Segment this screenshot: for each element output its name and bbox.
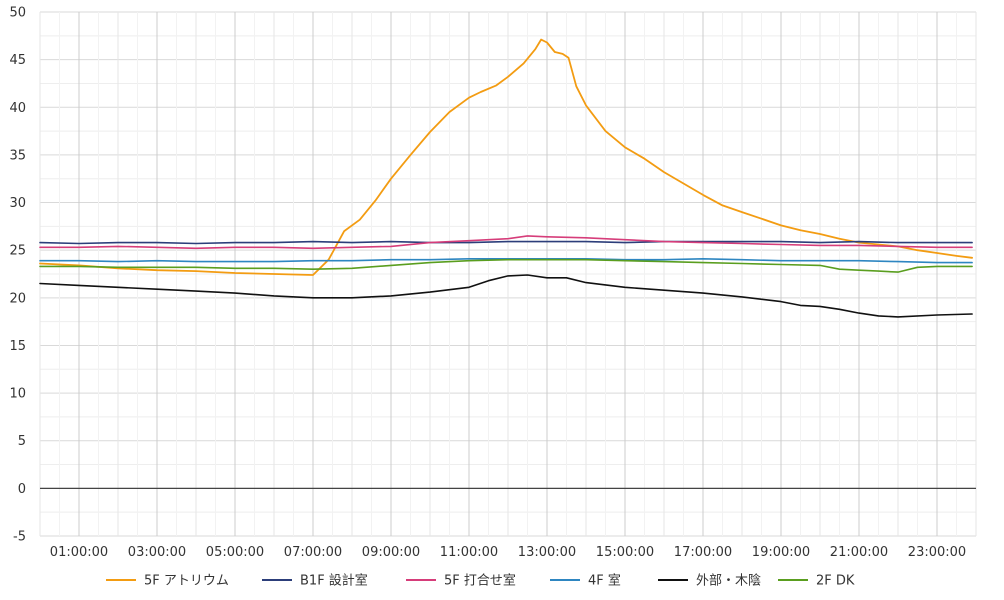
series-line bbox=[39, 38, 973, 276]
series-line bbox=[39, 240, 973, 245]
legend-item-label: 外部・木陰 bbox=[696, 574, 761, 589]
x-tick-label: 19:00:00 bbox=[752, 545, 810, 560]
y-tick-label: 15 bbox=[9, 339, 26, 354]
legend-item-label: 5F アトリウム bbox=[144, 574, 229, 589]
grid bbox=[39, 11, 977, 537]
legend-item-label: 4F 室 bbox=[588, 573, 621, 589]
series-line bbox=[39, 258, 973, 264]
x-tick-label: 05:00:00 bbox=[206, 545, 264, 560]
x-tick-label: 01:00:00 bbox=[50, 545, 108, 560]
x-tick-label: 23:00:00 bbox=[908, 545, 966, 560]
y-tick-label: 20 bbox=[9, 291, 26, 306]
x-tick-label: 17:00:00 bbox=[674, 545, 732, 560]
y-tick-label: 45 bbox=[9, 53, 26, 68]
x-tick-label: 15:00:00 bbox=[596, 545, 654, 560]
series-line bbox=[39, 235, 973, 250]
axes: -5 0 5 10 15 20 25 30 35 40 45 50 01:00:00 03:00:00 05… bbox=[9, 6, 976, 560]
legend: 5F アトリウム B1F 設計室 5F 打合せ室 4F 室 外部・木陰 2F DK bbox=[106, 573, 855, 589]
y-tick-label: 0 bbox=[18, 482, 26, 497]
x-tick-label: 03:00:00 bbox=[128, 545, 186, 560]
y-tick-label: 50 bbox=[9, 6, 26, 21]
y-tick-label: 5 bbox=[18, 434, 26, 449]
series-line bbox=[39, 258, 973, 273]
x-tick-label: 07:00:00 bbox=[284, 545, 342, 560]
legend-item-label: B1F 設計室 bbox=[300, 573, 368, 589]
y-tick-label: 25 bbox=[9, 244, 26, 259]
legend-item-label: 2F DK bbox=[816, 574, 855, 589]
x-tick-label: 11:00:00 bbox=[440, 545, 498, 560]
x-tick-label: 21:00:00 bbox=[830, 545, 888, 560]
y-tick-label: 30 bbox=[9, 196, 26, 211]
y-tick-label: 10 bbox=[9, 387, 26, 402]
y-tick-label: 35 bbox=[9, 148, 26, 163]
x-tick-label: 09:00:00 bbox=[362, 545, 420, 560]
x-tick-label: 13:00:00 bbox=[518, 545, 576, 560]
y-tick-label: -5 bbox=[13, 530, 26, 545]
y-tick-label: 40 bbox=[9, 101, 26, 116]
series-lines bbox=[39, 38, 973, 318]
legend-item-label: 5F 打合せ室 bbox=[444, 573, 516, 589]
series-line bbox=[39, 274, 973, 318]
